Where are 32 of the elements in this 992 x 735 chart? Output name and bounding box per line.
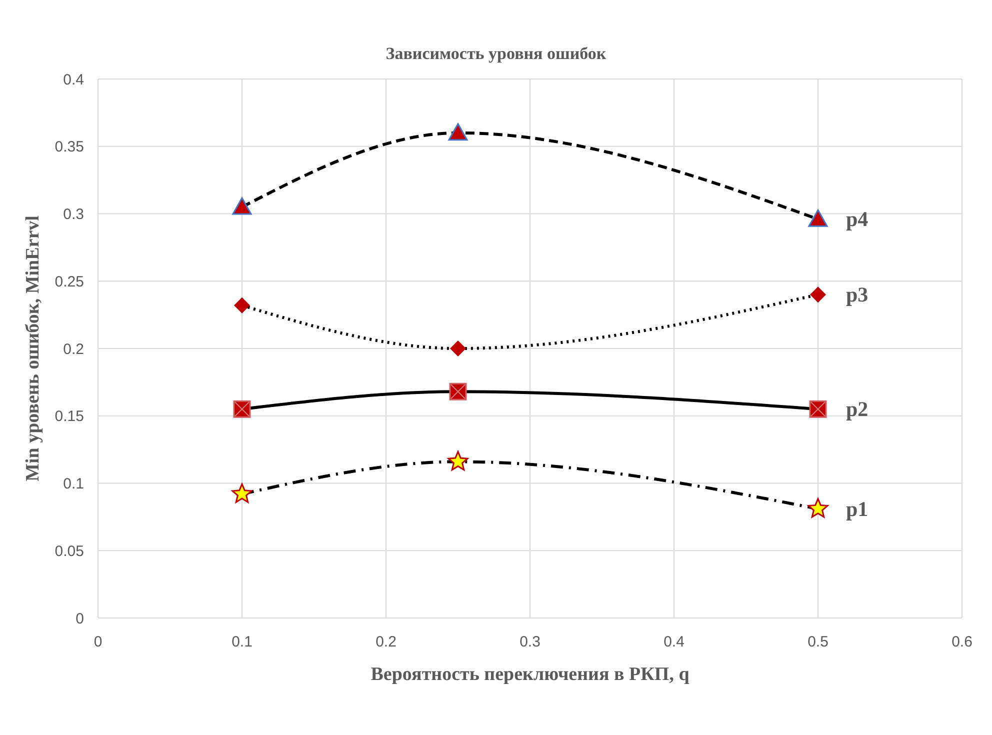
y-tick-label: 0.35: [54, 138, 84, 156]
x-axis-title: Вероятность переключения в РКП, q: [370, 664, 690, 685]
x-tick-label: 0.2: [376, 634, 396, 651]
y-tick-label: 0: [76, 610, 84, 628]
y-tick-label: 0.05: [54, 542, 84, 560]
y-tick-label: 0.4: [63, 71, 84, 88]
series-label: p4: [846, 207, 869, 232]
point: [232, 483, 252, 503]
series-label: p3: [846, 282, 868, 307]
chart-title: Зависимость уровня ошибок: [384, 44, 608, 64]
series-label: p1: [846, 496, 868, 521]
point: [808, 498, 828, 518]
point: [808, 209, 828, 227]
point: [450, 340, 466, 356]
x-tick-label: 0: [94, 634, 102, 651]
y-axis-title: Min уровень ошибок, MinErrvl: [22, 216, 44, 482]
y-tick-label: 0.2: [63, 340, 84, 358]
point: [448, 450, 468, 471]
point: [448, 123, 468, 141]
point: [234, 297, 250, 314]
y-tick-label: 0.15: [54, 408, 84, 426]
point: [232, 197, 252, 215]
series-label: p2: [846, 397, 868, 422]
x-tick-label: 0.1: [232, 634, 252, 651]
y-tick-label: 0.1: [63, 476, 84, 493]
x-tick-label: 0.5: [808, 634, 828, 651]
y-tick-label: 0.25: [54, 273, 84, 290]
x-tick-label: 0.4: [664, 634, 684, 651]
x-tick-label: 0.6: [952, 634, 972, 651]
x-tick-label: 0.3: [520, 634, 540, 651]
y-tick-label: 0.3: [63, 206, 84, 224]
point: [810, 286, 826, 303]
